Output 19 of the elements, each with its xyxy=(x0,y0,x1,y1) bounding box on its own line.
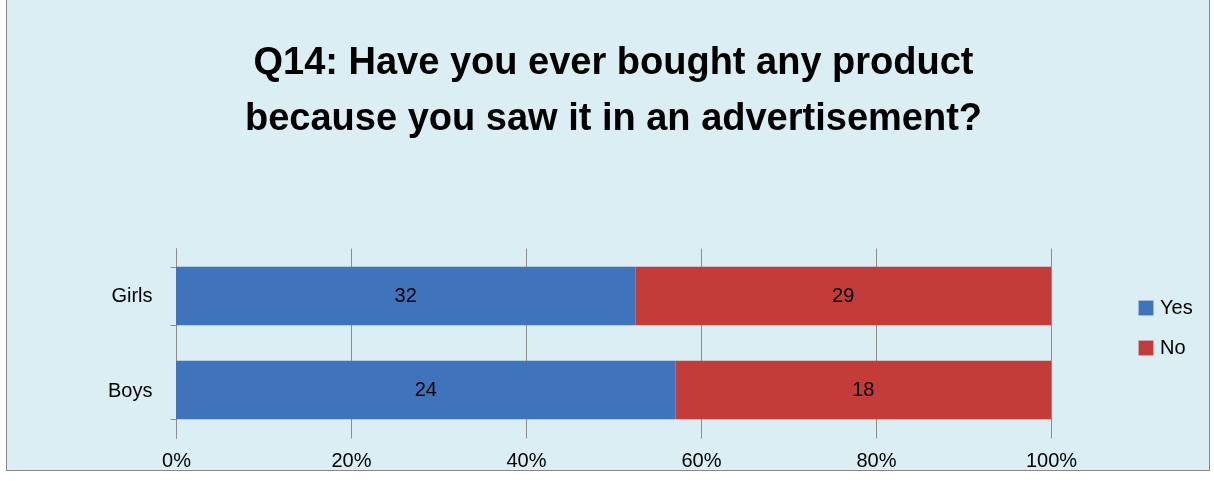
y-tick-label: Girls xyxy=(111,284,153,307)
chart-title: Q14: Have you ever bought any product because you saw it in an advertisement? xyxy=(244,40,983,138)
bar xyxy=(176,266,636,326)
legend-label: No xyxy=(1160,336,1186,358)
bar xyxy=(176,360,676,420)
bar xyxy=(675,360,1051,420)
x-tick-label: 60% xyxy=(681,448,722,471)
x-tick-label: 20% xyxy=(331,448,372,471)
annotation: 18 xyxy=(852,378,875,401)
annotation: 32 xyxy=(394,283,417,306)
annotation: 24 xyxy=(414,378,437,401)
x-tick-label: 0% xyxy=(162,448,192,471)
legend-label: Yes xyxy=(1160,296,1193,318)
y-tick-label: Boys xyxy=(108,378,153,401)
x-tick-label: 40% xyxy=(506,448,547,471)
x-tick-label: 80% xyxy=(856,448,897,471)
annotation: 29 xyxy=(832,283,855,306)
bar xyxy=(635,266,1051,326)
x-tick-label: 100% xyxy=(1025,448,1078,471)
